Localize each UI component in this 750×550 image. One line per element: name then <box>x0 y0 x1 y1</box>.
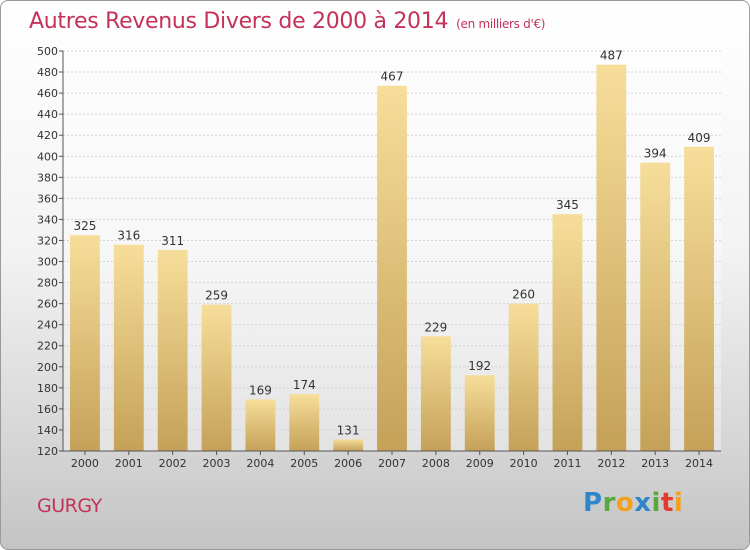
y-tick-label: 300 <box>37 256 58 269</box>
y-tick-label: 120 <box>37 445 58 458</box>
proxiti-logo[interactable]: Proxiti <box>583 488 683 518</box>
x-tick-label: 2001 <box>115 457 143 470</box>
x-tick-label: 2006 <box>334 457 362 470</box>
y-tick-label: 240 <box>37 319 58 332</box>
bar-value-label: 311 <box>161 234 184 248</box>
bars-group <box>70 64 714 452</box>
y-tick-label: 220 <box>37 340 58 353</box>
bar <box>464 375 495 451</box>
bar <box>684 146 714 451</box>
y-tick-label: 160 <box>37 403 58 416</box>
x-tick-label: 2005 <box>290 457 318 470</box>
bar <box>420 336 451 451</box>
bar-value-label: 345 <box>556 198 579 212</box>
x-tick-label: 2010 <box>510 457 538 470</box>
bar-value-label: 487 <box>600 49 623 63</box>
bar-value-label: 467 <box>381 70 404 84</box>
logo-letter: x <box>634 488 652 518</box>
city-name: GURGY <box>37 495 102 517</box>
x-tick-label: 2008 <box>422 457 450 470</box>
bar <box>508 303 539 451</box>
y-tick-label: 360 <box>37 192 58 205</box>
y-tick-label: 480 <box>37 66 58 79</box>
bar-value-label: 174 <box>293 378 316 392</box>
logo-letter: r <box>602 488 616 518</box>
x-tick-label: 2013 <box>641 457 669 470</box>
bar <box>70 235 100 451</box>
y-tick-label: 200 <box>37 361 58 374</box>
chart-subtitle: (en milliers d'€) <box>456 17 546 31</box>
bar-value-label: 131 <box>337 423 360 437</box>
logo-letter: P <box>583 488 603 518</box>
bar-value-label: 259 <box>205 289 228 303</box>
x-tick-label: 2009 <box>466 457 494 470</box>
y-tick-label: 260 <box>37 298 58 311</box>
y-tick-label: 280 <box>37 277 58 290</box>
bar-value-label: 316 <box>117 229 140 243</box>
bar <box>552 214 583 451</box>
y-tick-label: 140 <box>37 424 58 437</box>
axes-group <box>59 50 721 455</box>
y-tick-label: 180 <box>37 382 58 395</box>
y-tick-label: 500 <box>37 45 58 58</box>
logo-letter: i <box>651 488 661 518</box>
x-tick-label: 2012 <box>597 457 625 470</box>
x-tick-label: 2014 <box>685 457 713 470</box>
y-tick-label: 320 <box>37 234 58 247</box>
x-tick-label: 2004 <box>246 457 274 470</box>
bar <box>377 85 407 451</box>
bar-value-label: 260 <box>512 288 535 302</box>
bar-value-label: 192 <box>468 359 491 373</box>
logo-letter: t <box>660 488 674 518</box>
bar <box>333 439 364 451</box>
bar <box>113 244 144 451</box>
bar <box>157 249 188 451</box>
bar-value-label: 409 <box>688 131 711 145</box>
bar <box>289 394 320 451</box>
y-tick-label: 340 <box>37 213 58 226</box>
x-tick-label: 2007 <box>378 457 406 470</box>
logo-letter: i <box>673 488 684 518</box>
bar <box>201 304 232 451</box>
bar <box>640 162 671 451</box>
y-tick-label: 460 <box>37 87 58 100</box>
y-tick-label: 420 <box>37 129 58 142</box>
labels-group: 120 140 160 180 200 220 240 260 280 300 320 340 360 3… <box>37 45 713 470</box>
chart-title: Autres Revenus Divers de 2000 à 2014 (en … <box>29 9 545 34</box>
bar <box>596 64 627 452</box>
bar-value-label: 394 <box>644 147 667 161</box>
bar-value-label: 169 <box>249 383 272 397</box>
bar <box>245 399 276 451</box>
logo-letter: o <box>615 488 635 518</box>
bar-value-label: 325 <box>73 219 96 233</box>
y-tick-label: 400 <box>37 150 58 163</box>
x-tick-label: 2011 <box>553 457 581 470</box>
y-tick-label: 380 <box>37 171 58 184</box>
y-tick-label: 440 <box>37 108 58 121</box>
x-tick-label: 2003 <box>203 457 231 470</box>
chart-title-text: Autres Revenus Divers de 2000 à 2014 <box>29 9 449 34</box>
x-tick-label: 2000 <box>71 457 99 470</box>
bar-value-label: 229 <box>424 320 447 334</box>
x-tick-label: 2002 <box>159 457 187 470</box>
